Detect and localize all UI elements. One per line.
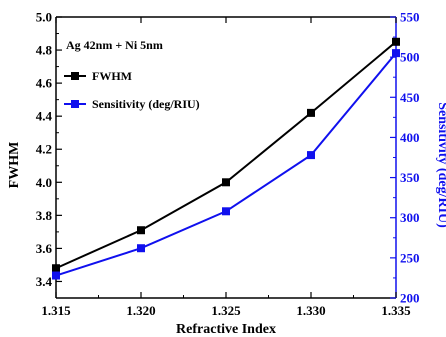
legend-sensitivity-marker (71, 100, 79, 108)
left-y-tick-label: 4.0 (36, 175, 52, 190)
sensitivity-data-point (222, 207, 230, 216)
series-layer (52, 37, 400, 280)
x-tick-label: 1.320 (126, 303, 155, 318)
left-y-tick-label: 5.0 (36, 10, 52, 25)
plot-frame (55, 16, 397, 299)
left-y-axis: 3.4 3.6 3.8 4.0 4.2 4.4 4.6 4.8 5.0 (36, 10, 62, 299)
x-axis-title: Refractive Index (176, 322, 276, 337)
x-tick-label: 1.335 (381, 303, 411, 318)
left-y-tick-label: 4.8 (36, 43, 53, 58)
left-y-axis-title: FWHM (7, 142, 22, 189)
x-tick-label: 1.325 (211, 303, 241, 318)
right-y-tick-label: 400 (400, 130, 420, 145)
fwhm-data-point (392, 37, 400, 46)
x-axis: 1.315 1.320 1.325 1.330 1.335 (41, 17, 411, 318)
right-y-tick-label: 550 (400, 10, 420, 25)
right-y-tick-label: 350 (400, 170, 420, 185)
chart-annotation: Ag 42nm + Ni 5nm (66, 38, 163, 52)
left-y-tick-label: 4.6 (36, 76, 53, 91)
left-y-tick-label: 3.4 (36, 274, 53, 289)
sensitivity-data-point (52, 271, 60, 280)
sensitivity-data-point (307, 151, 315, 160)
legend-fwhm-label: FWHM (92, 69, 132, 83)
fwhm-data-point (52, 264, 60, 273)
left-y-tick-label: 4.4 (36, 109, 53, 124)
legend-sensitivity-label: Sensitivity (deg/RIU) (92, 97, 200, 111)
right-y-tick-label: 500 (400, 50, 420, 65)
fwhm-data-point (222, 178, 230, 187)
legend: FWHM Sensitivity (deg/RIU) (64, 69, 200, 111)
left-y-tick-label: 3.6 (36, 241, 53, 256)
sensitivity-series-line (55, 52, 397, 277)
left-y-tick-label: 4.2 (36, 142, 52, 157)
right-y-tick-label: 250 (400, 250, 420, 265)
sensitivity-data-point (392, 49, 400, 58)
right-y-tick-label: 300 (400, 210, 420, 225)
left-y-tick-label: 3.8 (36, 208, 53, 223)
sensitivity-data-point (137, 244, 145, 253)
right-y-tick-label: 450 (400, 90, 420, 105)
x-tick-label: 1.315 (41, 303, 71, 318)
fwhm-data-point (137, 226, 145, 235)
fwhm-data-point (307, 108, 315, 117)
right-y-tick-label: 200 (400, 291, 420, 306)
x-tick-label: 1.330 (296, 303, 325, 318)
right-y-axis-title: Sensitivity (deg/RIU) (435, 102, 446, 228)
legend-fwhm-marker (71, 72, 79, 80)
